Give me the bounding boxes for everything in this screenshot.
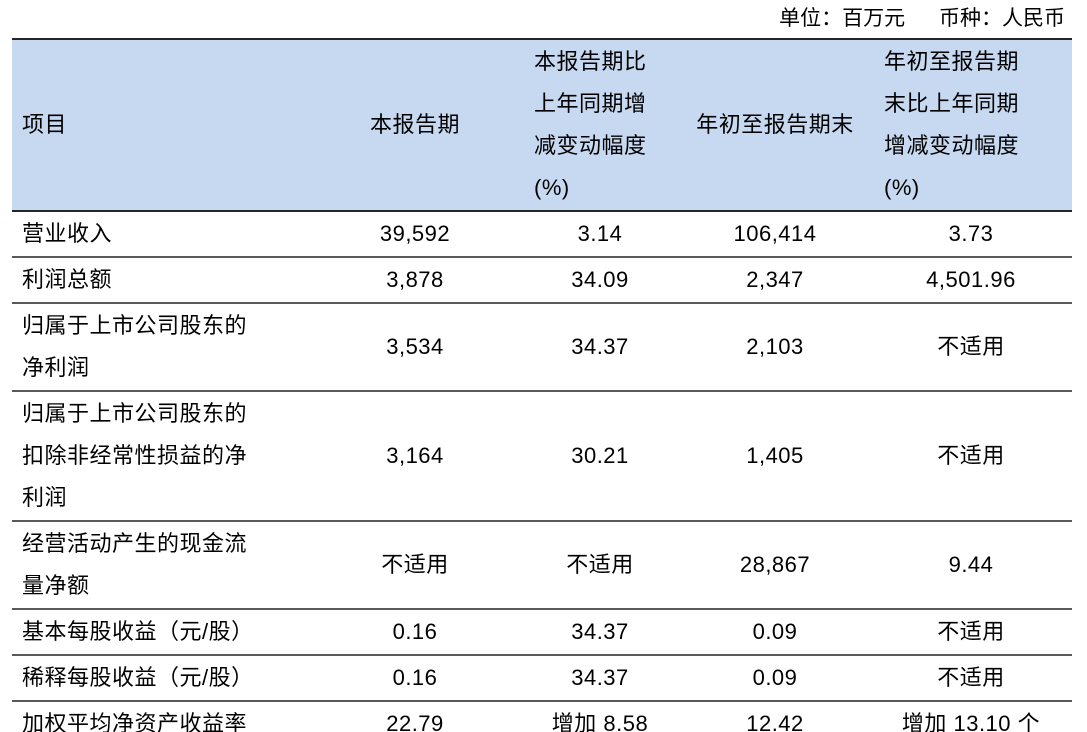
row-operating-cash-flow: 经营活动产生的现金流 量净额 不适用 不适用 28,867 9.44 [12, 521, 1072, 609]
row-operating-revenue: 营业收入 39,592 3.14 106,414 3.73 [12, 211, 1072, 257]
row-net-profit-attributable: 归属于上市公司股东的 净利润 3,534 34.37 2,103 不适用 [12, 303, 1072, 391]
cell-ytd-change: 不适用 [937, 665, 1005, 690]
cell-current-period-change: 34.09 [571, 267, 629, 292]
cell-current-period-change: 34.37 [571, 619, 629, 644]
cell-current-period-change: 3.14 [577, 221, 623, 246]
cell-current-period: 3,164 [386, 443, 444, 468]
cell-ytd: 0.09 [752, 619, 798, 644]
col-header-ytd: 年初至报告期末 [696, 112, 854, 137]
row-total-profit: 利润总额 3,878 34.09 2,347 4,501.96 [12, 257, 1072, 303]
currency-label: 币种：人民币 [939, 7, 1065, 30]
unit-label: 单位：百万元 [779, 7, 906, 30]
cell-current-period: 22.79 [386, 711, 444, 732]
cell-ytd-change: 4,501.96 [926, 267, 1016, 292]
cell-ytd: 0.09 [752, 665, 798, 690]
unit-caption: 单位：百万元 币种：人民币 [779, 4, 1065, 34]
cell-ytd: 1,405 [746, 443, 804, 468]
cell-ytd-change: 9.44 [948, 552, 994, 577]
col-header-ytd-change: 年初至报告期 末比上年同期 增减变动幅度 (%) [884, 49, 1020, 200]
cell-current-period: 0.16 [392, 619, 438, 644]
cell-current-period-change: 30.21 [571, 443, 629, 468]
row-weighted-avg-roe: 加权平均净资产收益率 22.79 增加 8.58 12.42 增加 13.10 … [12, 701, 1072, 732]
cell-ytd: 12.42 [746, 711, 804, 732]
cell-ytd: 28,867 [739, 552, 811, 577]
col-header-current-period-change: 本报告期比 上年同期增 减变动幅度 (%) [534, 49, 647, 200]
cell-current-period-change: 不适用 [566, 552, 634, 577]
cell-ytd: 2,347 [746, 267, 804, 292]
table-header-row: 项目 本报告期 本报告期比 上年同期增 减变动幅度 (%) 年初至报告期末 年初… [12, 39, 1072, 211]
row-item-label: 经营活动产生的现金流 量净额 [22, 531, 248, 598]
cell-ytd-change: 不适用 [937, 334, 1005, 359]
row-item-label: 营业收入 [22, 221, 113, 246]
cell-ytd-change: 3.73 [948, 221, 994, 246]
row-item-label: 归属于上市公司股东的 净利润 [22, 313, 248, 380]
cell-ytd-change: 增加 13.10 个 [901, 711, 1041, 732]
row-item-label: 归属于上市公司股东的 扣除非经常性损益的净 利润 [22, 401, 248, 510]
cell-current-period: 3,534 [386, 334, 444, 359]
row-item-label: 利润总额 [22, 267, 113, 292]
cell-current-period: 3,878 [386, 267, 444, 292]
row-item-label: 稀释每股收益（元/股） [22, 665, 254, 690]
cell-current-period: 0.16 [392, 665, 438, 690]
cell-ytd: 2,103 [746, 334, 804, 359]
cell-current-period-change: 增加 8.58 [551, 711, 649, 732]
row-item-label: 加权平均净资产收益率 [22, 711, 248, 732]
row-item-label: 基本每股收益（元/股） [22, 619, 254, 644]
cell-ytd-change: 不适用 [937, 443, 1005, 468]
cell-current-period-change: 34.37 [571, 334, 629, 359]
cell-current-period: 39,592 [379, 221, 451, 246]
cell-current-period-change: 34.37 [571, 665, 629, 690]
cell-ytd-change: 不适用 [937, 619, 1005, 644]
row-net-profit-excl-nonrecurring: 归属于上市公司股东的 扣除非经常性损益的净 利润 3,164 30.21 1,4… [12, 391, 1072, 521]
cell-current-period: 不适用 [381, 552, 449, 577]
col-header-current-period: 本报告期 [369, 112, 460, 137]
cell-ytd: 106,414 [733, 221, 817, 246]
col-header-item: 项目 [22, 112, 68, 137]
row-basic-eps: 基本每股收益（元/股） 0.16 34.37 0.09 不适用 [12, 609, 1072, 655]
row-diluted-eps: 稀释每股收益（元/股） 0.16 34.37 0.09 不适用 [12, 655, 1072, 701]
financial-summary-table: 项目 本报告期 本报告期比 上年同期增 减变动幅度 (%) 年初至报告期末 年初… [12, 38, 1072, 732]
